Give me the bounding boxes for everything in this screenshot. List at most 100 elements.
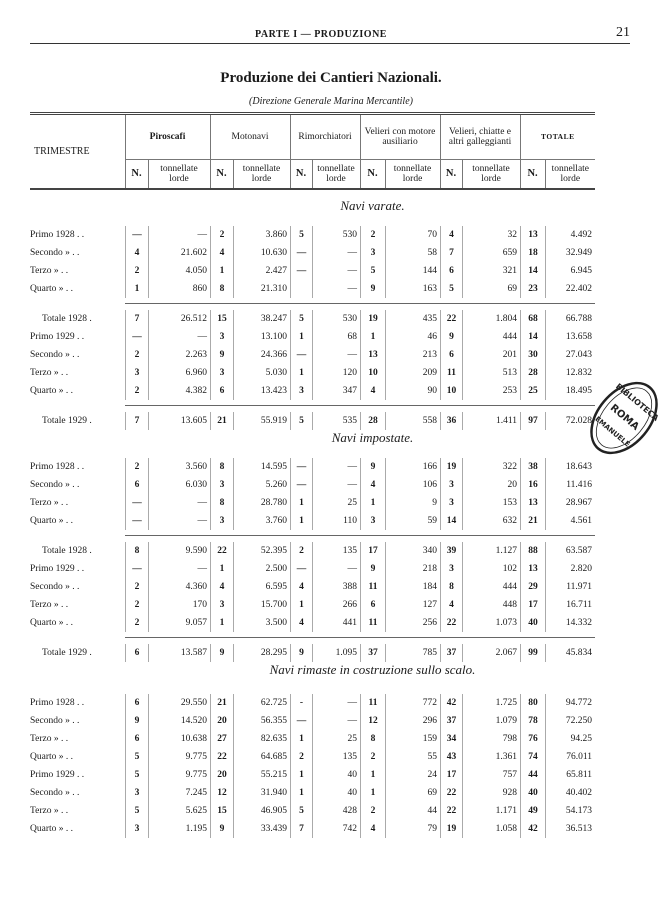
cell-tonnage: 201 — [462, 346, 520, 364]
cell-count: 9 — [125, 712, 148, 730]
cell-tonnage: 1.095 — [312, 644, 360, 662]
cell-count: 28 — [360, 412, 385, 430]
cell-count: 1 — [290, 364, 312, 382]
cell-tonnage: 448 — [462, 596, 520, 614]
cell-count: 11 — [360, 578, 385, 596]
cell-tonnage: 3.500 — [233, 614, 290, 632]
cell-tonnage: 40 — [312, 784, 360, 802]
cell-tonnage: 28.780 — [233, 494, 290, 512]
cell-count: 43 — [440, 748, 462, 766]
cell-count: 4 — [440, 226, 462, 244]
cell-count: 1 — [210, 614, 233, 632]
row-separator — [30, 298, 595, 310]
row-label: Quarto » . . — [30, 516, 74, 526]
row-label: Primo 1928 . . — [30, 230, 85, 240]
cell-count: 22 — [440, 614, 462, 632]
cell-tonnage: 218 — [385, 560, 440, 578]
header-piroscafi: Piroscafi — [124, 113, 210, 160]
cell-tonnage: 2.820 — [545, 560, 595, 578]
cell-tonnage: 340 — [385, 542, 440, 560]
cell-tonnage: 4.050 — [148, 262, 210, 280]
cell-count: 1 — [290, 784, 312, 802]
cell-count: 2 — [290, 748, 312, 766]
cell-count: 39 — [440, 542, 462, 560]
cell-count: 7 — [125, 412, 148, 430]
row-label: Primo 1928 . . — [30, 698, 85, 708]
table-row: Terzo » . . 6 10.638 27 82.635 1 25 8 159 34 798 76… — [30, 730, 595, 748]
cell-tonnage: 13.587 — [148, 644, 210, 662]
cell-count: 4 — [360, 820, 385, 838]
cell-count: 5 — [125, 748, 148, 766]
cell-count: 19 — [360, 310, 385, 328]
row-label: Terzo » . . — [30, 806, 69, 816]
row-label: Terzo » . . — [30, 600, 69, 610]
cell-tonnage: 1.058 — [462, 820, 520, 838]
cell-tonnage: 72.250 — [545, 712, 595, 730]
cell-count: 2 — [360, 226, 385, 244]
total-row: Totale 1929 . 6 13.587 9 28.295 9 1.095 37 785 37… — [30, 644, 595, 662]
cell-tonnage: 59 — [385, 512, 440, 530]
cell-count: 1 — [360, 494, 385, 512]
cell-tonnage: 31.940 — [233, 784, 290, 802]
cell-tonnage: 18.643 — [545, 458, 595, 476]
cell-count: — — [290, 262, 312, 280]
cell-tonnage: 3.560 — [148, 458, 210, 476]
cell-tonnage: 2.263 — [148, 346, 210, 364]
cell-tonnage: 11.971 — [545, 578, 595, 596]
cell-count: — — [125, 328, 148, 346]
row-label: Quarto » . . — [30, 824, 74, 834]
cell-count: 11 — [360, 694, 385, 712]
cell-count: 1 — [290, 328, 312, 346]
cell-count: 17 — [440, 766, 462, 784]
cell-tonnage: 64.685 — [233, 748, 290, 766]
table-row: Terzo » . . 5 5.625 15 46.905 5 428 2 44 22 1.171 4… — [30, 802, 595, 820]
cell-tonnage: 3.760 — [233, 512, 290, 530]
cell-tonnage: 5.030 — [233, 364, 290, 382]
cell-count: 22 — [440, 310, 462, 328]
row-separator — [30, 400, 595, 412]
cell-tonnage: — — [312, 244, 360, 262]
cell-tonnage: 166 — [385, 458, 440, 476]
cell-tonnage: 25 — [312, 494, 360, 512]
cell-tonnage: 28.295 — [233, 644, 290, 662]
cell-count: 14 — [520, 262, 545, 280]
cell-count: 3 — [440, 560, 462, 578]
cell-tonnage: 7.245 — [148, 784, 210, 802]
cell-tonnage: 9.775 — [148, 766, 210, 784]
row-label: Totale 1928 . — [42, 314, 92, 324]
section-title: Navi varate. — [340, 198, 405, 213]
cell-count: 22 — [440, 802, 462, 820]
cell-tonnage: 12.832 — [545, 364, 595, 382]
cell-count: 9 — [360, 560, 385, 578]
running-head: PARTE I — PRODUZIONE 21 — [30, 25, 630, 44]
cell-count: 6 — [440, 262, 462, 280]
row-label: Quarto » . . — [30, 284, 74, 294]
cell-tonnage: 4.382 — [148, 382, 210, 400]
cell-count: 3 — [360, 244, 385, 262]
cell-tonnage: 28.967 — [545, 494, 595, 512]
row-label: Secondo » . . — [30, 716, 80, 726]
cell-count: 3 — [125, 364, 148, 382]
cell-count: 12 — [360, 712, 385, 730]
cell-tonnage: 2.067 — [462, 644, 520, 662]
cell-count: 5 — [360, 262, 385, 280]
cell-tonnage: 757 — [462, 766, 520, 784]
cell-tonnage: 70 — [385, 226, 440, 244]
cell-tonnage: 1.361 — [462, 748, 520, 766]
cell-tonnage: 79 — [385, 820, 440, 838]
cell-count: 11 — [440, 364, 462, 382]
table-row: Secondo » . . 4 21.602 4 10.630— —3 58 7 659 18 32… — [30, 244, 595, 262]
cell-tonnage: 5.625 — [148, 802, 210, 820]
cell-tonnage: 36.513 — [545, 820, 595, 838]
cell-tonnage: 32.949 — [545, 244, 595, 262]
header-trimestre: TRIMESTRE — [30, 113, 125, 190]
cell-tonnage: 785 — [385, 644, 440, 662]
cell-tonnage: 25 — [312, 730, 360, 748]
table-section: Navi rimaste in costruzione sullo scalo.… — [30, 662, 595, 838]
cell-count: 16 — [520, 476, 545, 494]
header-totale: TOTALE — [519, 113, 596, 160]
cell-tonnage: 2.500 — [233, 560, 290, 578]
cell-tonnage: 69 — [385, 784, 440, 802]
cell-tonnage: 6.960 — [148, 364, 210, 382]
cell-tonnage: 11.416 — [545, 476, 595, 494]
